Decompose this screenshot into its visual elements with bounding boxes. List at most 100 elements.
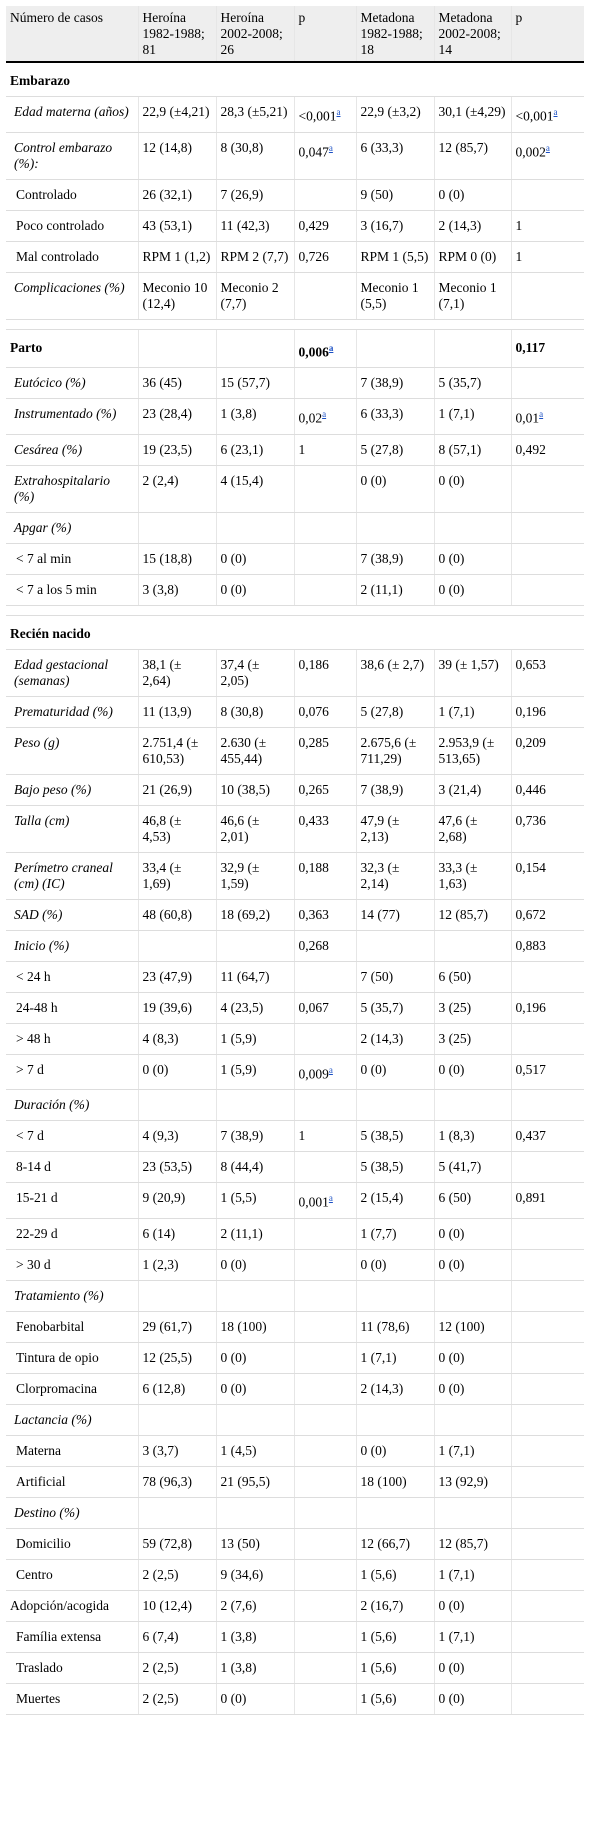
cell: 1 (3,8) <box>215 1621 294 1653</box>
footnote-link[interactable]: a <box>328 1064 333 1075</box>
cell <box>293 1373 356 1405</box>
cell: 0,067 <box>293 992 356 1024</box>
cell <box>293 1249 356 1281</box>
cell: 15 (57,7) <box>215 367 294 399</box>
cell: 0 (0) <box>433 1683 511 1715</box>
cell: 0,446 <box>510 774 584 806</box>
cell: 1 (7,1) <box>433 1621 511 1653</box>
table-row: Parto 0,006a 0,117 <box>6 329 584 368</box>
cell: 6 (7,4) <box>137 1621 216 1653</box>
cell <box>510 574 584 606</box>
cell: 2.675,6 (± 711,29) <box>355 727 434 775</box>
cell <box>510 1151 584 1183</box>
cell: 6 (23,1) <box>215 434 294 466</box>
cell: RPM 0 (0) <box>433 241 511 273</box>
cell: 5 (35,7) <box>355 992 434 1024</box>
cell <box>510 1528 584 1560</box>
footnote-link[interactable]: a <box>328 142 333 153</box>
cell: 0,209 <box>510 727 584 775</box>
table-row: Traslado 2 (2,5) 1 (3,8) 1 (5,6) 0 (0) <box>6 1652 584 1684</box>
cell: 3 (21,4) <box>433 774 511 806</box>
cell: 0 (0) <box>433 465 511 513</box>
table-row: Peso (g) 2.751,4 (± 610,53) 2.630 (± 455,4… <box>6 727 584 775</box>
table-row: Inicio (%) 0,268 0,883 <box>6 930 584 962</box>
cell <box>293 1023 356 1055</box>
cell <box>355 930 434 962</box>
footnote-ref: a <box>329 342 334 354</box>
table-row: < 24 h 23 (47,9) 11 (64,7) 7 (50) 6 (50) <box>6 961 584 993</box>
cell: 29 (61,7) <box>137 1311 216 1343</box>
cell: 0 (0) <box>355 465 434 513</box>
cell: RPM 1 (1,2) <box>137 241 216 273</box>
cell-text: 0,02 <box>298 410 323 426</box>
row-label: Inicio (%) <box>6 930 138 962</box>
cell: 0 (0) <box>433 574 511 606</box>
cell: <0,001a <box>293 96 356 133</box>
cell: 0 (0) <box>355 1435 434 1467</box>
cell <box>510 1590 584 1622</box>
row-label: > 7 d <box>6 1054 138 1090</box>
cell <box>510 1089 584 1121</box>
footnote-link[interactable]: a <box>322 409 327 419</box>
cell: 2 (14,3) <box>355 1023 434 1055</box>
cell <box>293 367 356 399</box>
cell: 13 (50) <box>215 1528 294 1560</box>
footnote-ref: a <box>337 106 341 118</box>
cell: 0 (0) <box>215 1373 294 1405</box>
cell: 3 (25) <box>433 1023 511 1055</box>
footnote-link[interactable]: a <box>545 142 550 153</box>
cell: 19 (23,5) <box>137 434 216 466</box>
cell: 18 (100) <box>215 1311 294 1343</box>
cell: 5 (38,5) <box>355 1151 434 1183</box>
footnote-link[interactable]: a <box>328 342 334 353</box>
cell <box>433 930 511 962</box>
row-label: Edad materna (años) <box>6 96 138 133</box>
cell: 0,186 <box>293 649 356 697</box>
cell: 6 (14) <box>137 1218 216 1250</box>
cell <box>433 1497 511 1529</box>
cell: 0,363 <box>293 899 356 931</box>
cell <box>510 1683 584 1715</box>
cell <box>510 1652 584 1684</box>
table-row: Fenobarbital 29 (61,7) 18 (100) 11 (78,6) 12… <box>6 1311 584 1343</box>
cell: 0 (0) <box>433 1590 511 1622</box>
row-label: 8-14 d <box>6 1151 138 1183</box>
cell <box>215 1280 294 1312</box>
row-label: Mal controlado <box>6 241 138 273</box>
cell: 1 (5,6) <box>355 1559 434 1591</box>
header-cell: Número de casos <box>6 6 138 63</box>
cell: 32,3 (± 2,14) <box>355 852 434 900</box>
cell: 32,9 (± 1,59) <box>215 852 294 900</box>
cell: 1 <box>510 241 584 273</box>
cell: 46,8 (± 4,53) <box>137 805 216 853</box>
footnote-link[interactable]: a <box>539 409 544 419</box>
cell: 6 (50) <box>433 961 511 993</box>
cell: 2 (11,1) <box>355 574 434 606</box>
footnote-link[interactable]: a <box>328 1193 333 1203</box>
header-cell: p <box>293 6 356 63</box>
row-label: Domicilio <box>6 1528 138 1560</box>
table-row: Clorpromacina 6 (12,8) 0 (0) 2 (14,3) 0 (0) <box>6 1373 584 1405</box>
cell: 0 (0) <box>215 1342 294 1374</box>
cell: 33,4 (± 1,69) <box>137 852 216 900</box>
cell-text: 0,006 <box>298 344 329 359</box>
footnote-ref: a <box>329 1064 333 1076</box>
footnote-link[interactable]: a <box>336 107 341 117</box>
row-label: Duración (%) <box>6 1089 138 1121</box>
cell <box>510 1373 584 1405</box>
cell: 9 (20,9) <box>137 1182 216 1219</box>
cell: 2.953,9 (± 513,65) <box>433 727 511 775</box>
cell <box>510 1621 584 1653</box>
footnote-link[interactable]: a <box>553 107 558 117</box>
cell: 1 (5,6) <box>355 1683 434 1715</box>
row-label: > 30 d <box>6 1249 138 1281</box>
table-row: Eutócico (%) 36 (45) 15 (57,7) 7 (38,9) 5 (3… <box>6 367 584 399</box>
cell <box>293 1683 356 1715</box>
row-label: 24-48 h <box>6 992 138 1024</box>
cell <box>355 1497 434 1529</box>
cell <box>293 1590 356 1622</box>
cell: 12 (85,7) <box>433 1528 511 1560</box>
row-label: Muertes <box>6 1683 138 1715</box>
cell <box>293 1151 356 1183</box>
cell: 7 (26,9) <box>215 179 294 211</box>
